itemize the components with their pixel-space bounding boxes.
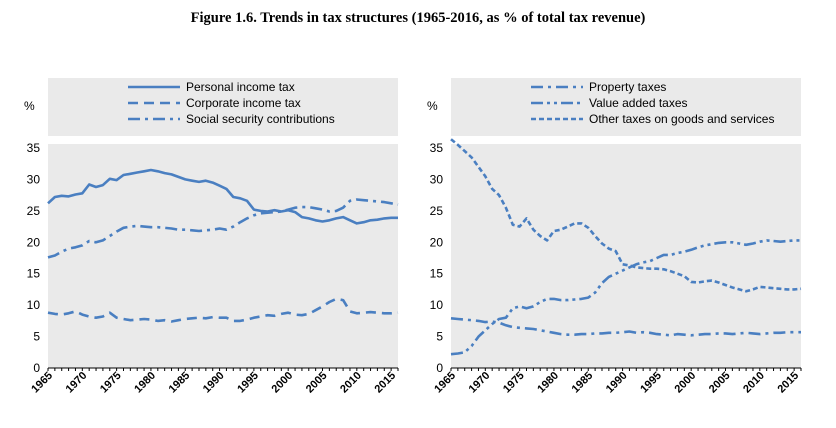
x-tick-label-1975: 1975 (98, 370, 124, 396)
legend-label-personal-income-tax: Personal income tax (186, 80, 295, 94)
x-tick-label-2000: 2000 (270, 370, 296, 396)
y-tick-label-5: 5 (436, 330, 443, 344)
legend-label-other-taxes-on-goods-and-services: Other taxes on goods and services (589, 112, 774, 126)
x-tick-label-1970: 1970 (467, 370, 493, 396)
x-tick-label-2010: 2010 (741, 370, 767, 396)
x-tick-label-1970: 1970 (64, 370, 90, 396)
legend-separator (451, 136, 801, 144)
y-tick-label-20: 20 (430, 235, 444, 249)
x-tick-label-2000: 2000 (673, 370, 699, 396)
x-tick-label-1985: 1985 (167, 370, 193, 396)
y-axis-label: % (24, 99, 35, 113)
x-tick-label-1980: 1980 (535, 370, 561, 396)
chart-panel-left: Personal income tax Corporate income tax S… (24, 78, 399, 396)
x-tick-label-1980: 1980 (132, 370, 158, 396)
page-title: Figure 1.6. Trends in tax structures (19… (190, 10, 646, 26)
y-tick-label-35: 35 (27, 141, 41, 155)
x-tick-label-1990: 1990 (604, 370, 630, 396)
y-tick-label-15: 15 (430, 267, 444, 281)
series-line-property-taxes (450, 317, 801, 337)
chart-panel-right: Property taxes Value added taxes Other tax… (427, 78, 802, 396)
series-line-personal-income-tax (47, 168, 398, 225)
series-line-other-taxes-on-goods-and-services (450, 138, 802, 293)
series-line-social-security-contributions (47, 198, 399, 259)
y-tick-label-30: 30 (27, 172, 41, 186)
legend-separator (48, 136, 398, 144)
x-tick-label-2015: 2015 (775, 370, 801, 396)
series-line-corporate-income-tax (47, 297, 399, 323)
y-tick-label-20: 20 (27, 235, 41, 249)
legend-label-social-security-contributions: Social security contributions (186, 112, 335, 126)
y-tick-label-25: 25 (430, 204, 444, 218)
x-tick-label-2010: 2010 (338, 370, 364, 396)
y-tick-label-25: 25 (27, 204, 41, 218)
x-tick-label-1985: 1985 (570, 370, 596, 396)
y-tick-label-15: 15 (27, 267, 41, 281)
y-tick-label-35: 35 (430, 141, 444, 155)
legend-label-corporate-income-tax: Corporate income tax (186, 96, 301, 110)
legend: Personal income tax Corporate income tax S… (128, 80, 335, 126)
legend-label-property-taxes: Property taxes (589, 80, 666, 94)
x-tick-label-1995: 1995 (235, 370, 261, 396)
legend-label-value-added-taxes: Value added taxes (589, 96, 688, 110)
x-tick-label-2005: 2005 (707, 370, 733, 396)
y-tick-label-30: 30 (430, 172, 444, 186)
chart-background (48, 78, 398, 368)
x-tick-label-1990: 1990 (201, 370, 227, 396)
y-tick-label-10: 10 (27, 298, 41, 312)
x-tick-label-2015: 2015 (372, 370, 398, 396)
legend: Property taxes Value added taxes Other tax… (531, 80, 774, 126)
y-tick-label-10: 10 (430, 298, 444, 312)
chart-background (451, 78, 801, 368)
x-tick-label-2005: 2005 (304, 370, 330, 396)
y-tick-label-5: 5 (33, 330, 40, 344)
y-tick-label-0: 0 (33, 361, 40, 375)
x-tick-label-1975: 1975 (501, 370, 527, 396)
y-axis-label: % (427, 99, 438, 113)
x-tick-label-1995: 1995 (638, 370, 664, 396)
y-tick-label-0: 0 (436, 361, 443, 375)
